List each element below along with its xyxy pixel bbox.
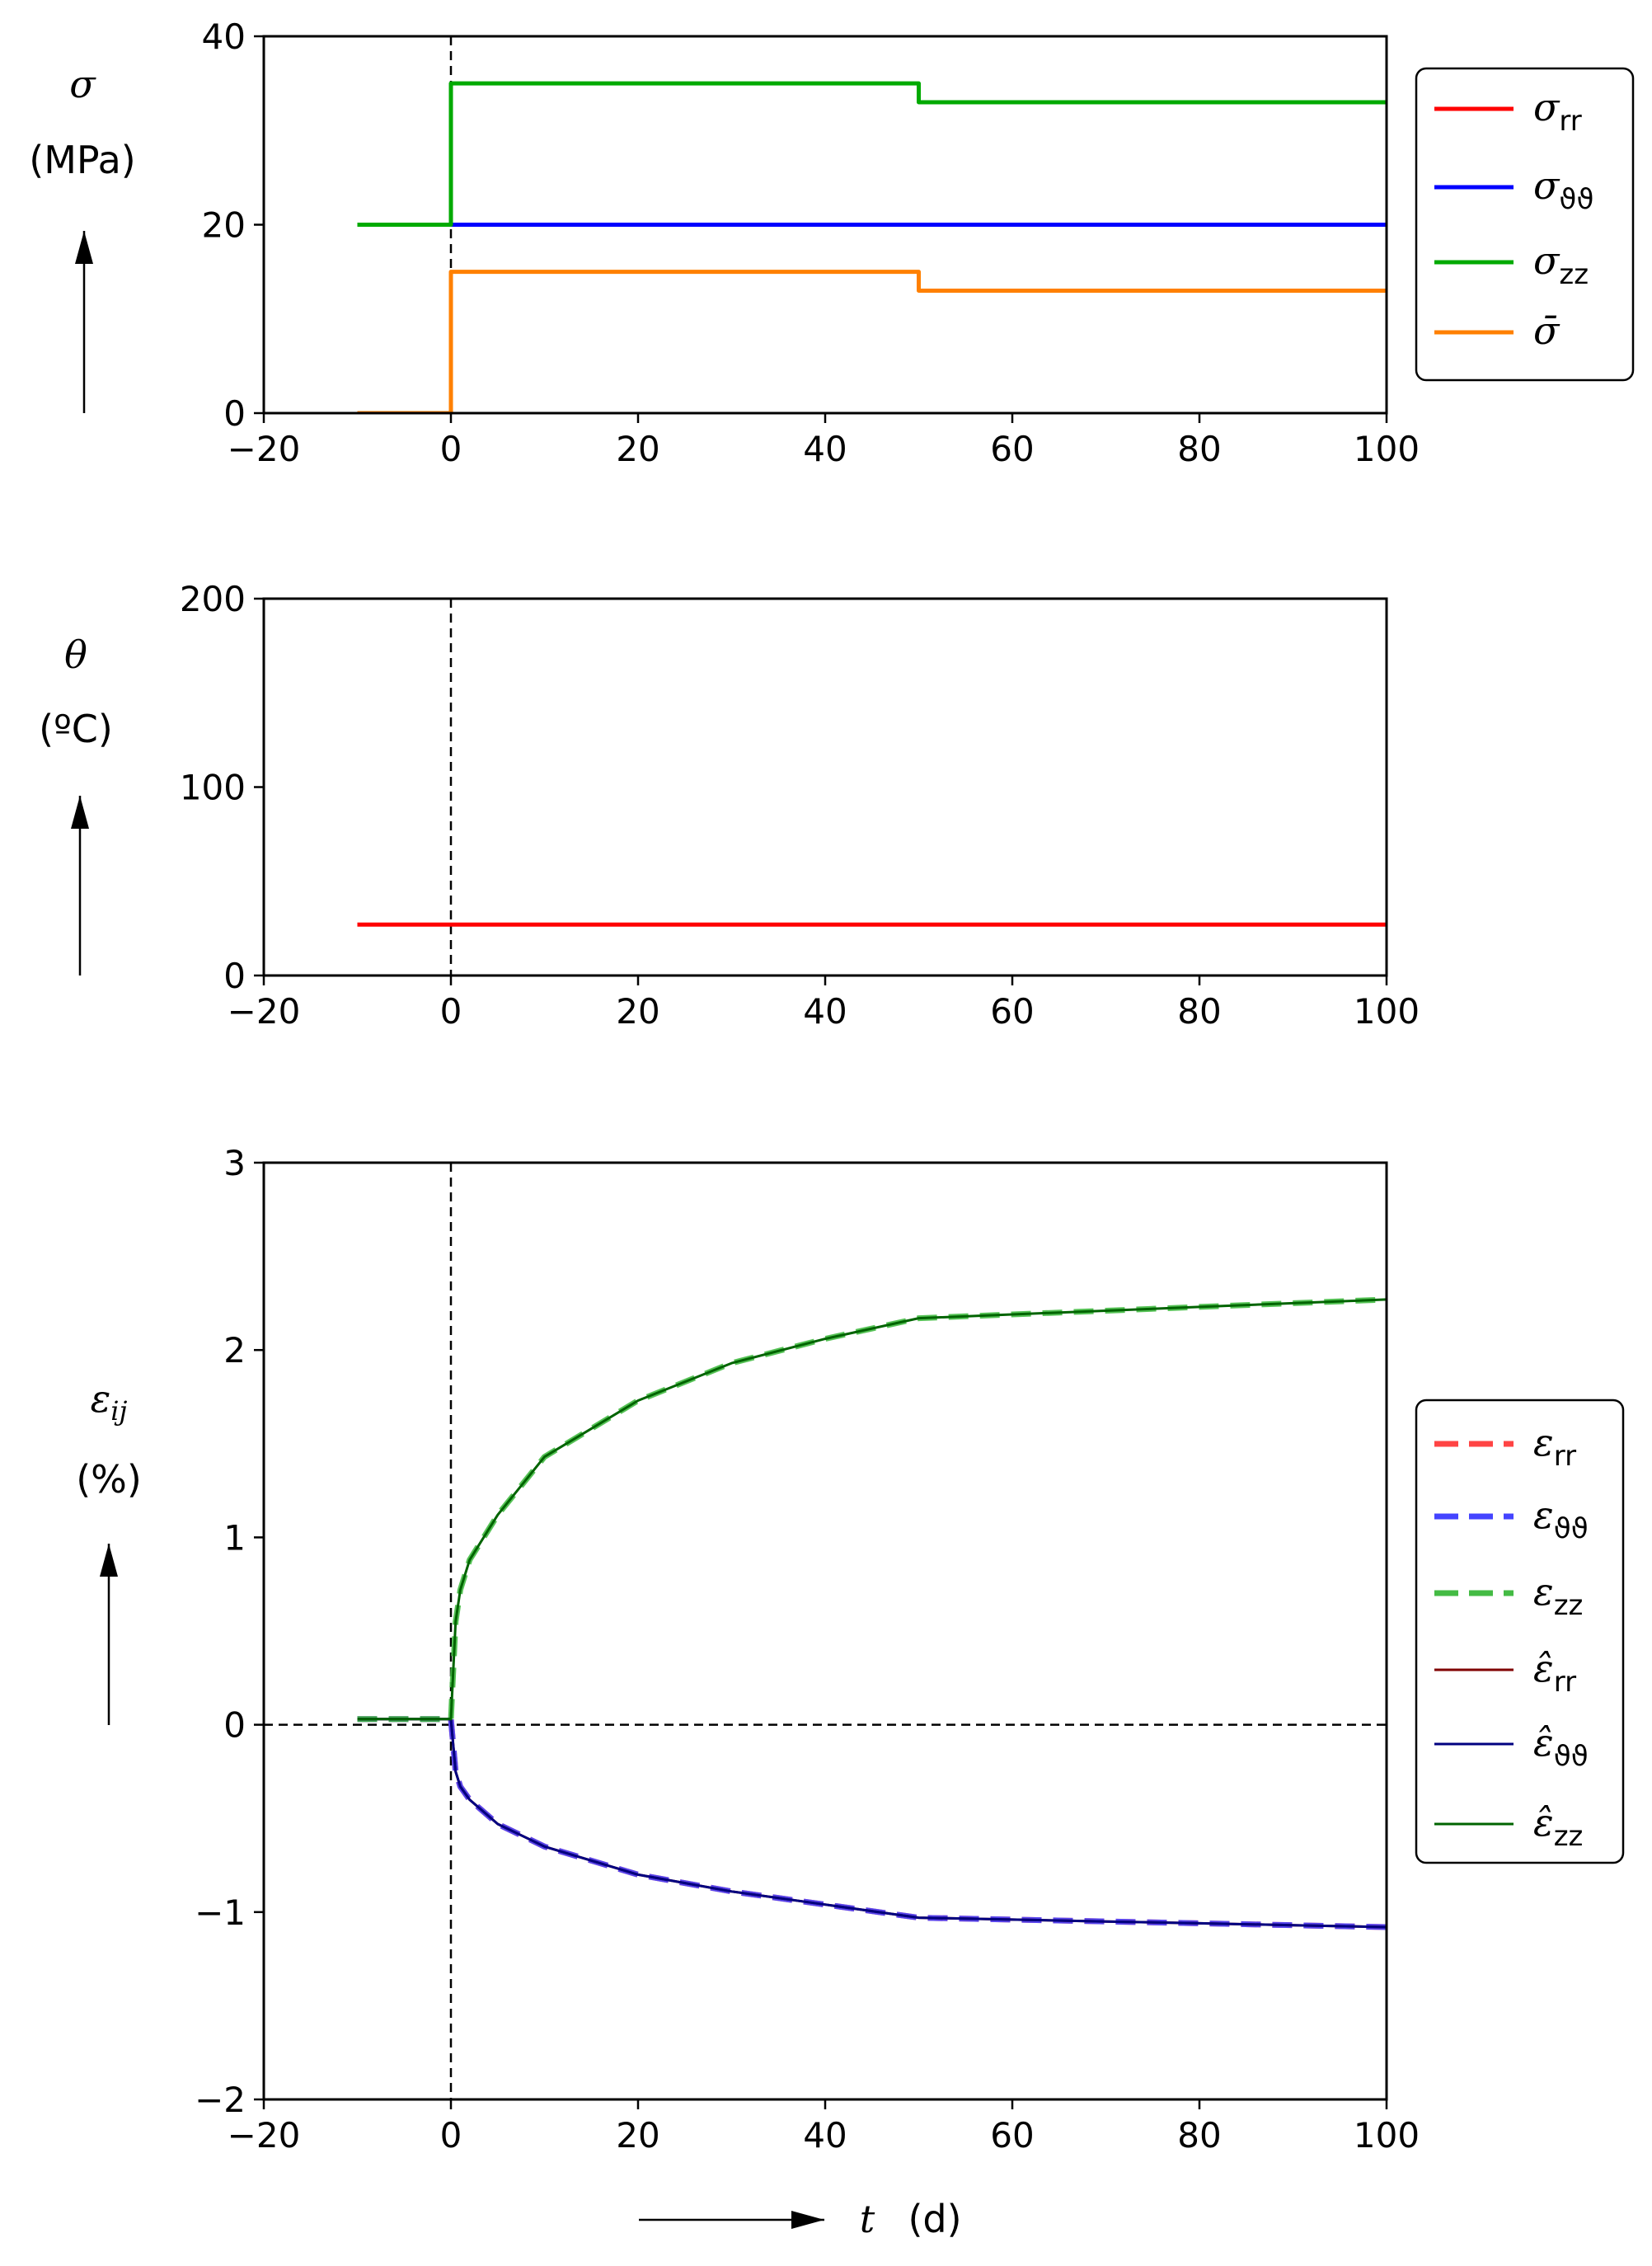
y-tick-label: 20 <box>202 205 246 246</box>
legend: σrr σϑϑ σzz σ̄ <box>1415 67 1635 382</box>
x-tick-label: 0 <box>440 991 462 1032</box>
y-axis-arrow-head <box>71 796 89 829</box>
legend-label: σzz <box>1533 238 1589 291</box>
y-tick-label: 0 <box>223 1705 246 1746</box>
legend-label: εzz <box>1533 1569 1583 1622</box>
y-tick-label: 0 <box>223 393 246 434</box>
legend-item: σrr <box>1434 85 1582 138</box>
x-tick-label: 40 <box>803 2115 847 2156</box>
y-axis-unit: (%) <box>76 1457 142 1502</box>
y-tick-label: 0 <box>223 956 246 996</box>
y-tick-label: −2 <box>195 2080 246 2120</box>
x-tick-label: 100 <box>1354 429 1420 469</box>
legend: εrr εϑϑ εzz ε̂rr ε̂ϑϑ ε̂zz <box>1415 1399 1625 1864</box>
x-tick-label: 60 <box>990 991 1034 1032</box>
legend-label: εrr <box>1533 1420 1576 1473</box>
y-tick-label: 200 <box>180 579 246 619</box>
x-tick-label: 0 <box>440 2115 462 2156</box>
y-tick-label: 100 <box>180 768 246 808</box>
series-line-2 <box>357 1716 1387 1930</box>
legend-item: ε̂ϑϑ <box>1434 1720 1589 1773</box>
legend-item: εrr <box>1434 1420 1576 1473</box>
x-tick-label: 80 <box>1177 991 1221 1032</box>
x-tick-label: 20 <box>616 2115 659 2156</box>
y-axis-arrow-head <box>75 231 93 264</box>
legend-item: εzz <box>1434 1569 1583 1622</box>
y-axis-arrow-head <box>100 1544 118 1577</box>
y-tick-label: 1 <box>223 1517 246 1558</box>
x-tick-label: −20 <box>228 429 301 469</box>
legend-label: σϑϑ <box>1533 163 1594 216</box>
x-tick-label: −20 <box>228 991 301 1032</box>
legend-item: εϑϑ <box>1434 1493 1589 1545</box>
x-tick-label: 20 <box>616 991 659 1032</box>
legend-label: σrr <box>1533 85 1582 138</box>
series-line-1 <box>357 1716 1387 1930</box>
y-axis-unit: (ºC) <box>39 707 113 751</box>
legend-label: ε̂zz <box>1533 1800 1583 1853</box>
x-tick-label: 60 <box>990 429 1034 469</box>
series-line-3 <box>357 1296 1387 1723</box>
legend-item: σzz <box>1434 238 1589 291</box>
axes-frame <box>262 1161 1388 2101</box>
legend-item: σϑϑ <box>1434 163 1594 216</box>
legend-label: σ̄ <box>1533 308 1560 353</box>
y-axis-unit: (MPa) <box>29 138 135 182</box>
x-tick-label: 100 <box>1354 2115 1420 2156</box>
series-line-6 <box>357 1298 1387 1721</box>
legend-label: ε̂ϑϑ <box>1533 1720 1589 1773</box>
y-tick-label: 3 <box>223 1143 246 1183</box>
x-tick-label: 80 <box>1177 2115 1221 2156</box>
legend-frame <box>1415 67 1635 382</box>
x-tick-label: 40 <box>803 991 847 1032</box>
x-axis-unit: (d) <box>908 2197 961 2241</box>
series-line-4 <box>357 270 1387 413</box>
x-tick-label: −20 <box>228 2115 301 2156</box>
y-axis-symbol: εij <box>91 1376 128 1427</box>
x-tick-label: 40 <box>803 429 847 469</box>
x-tick-label: 100 <box>1354 991 1420 1032</box>
x-axis-arrow-head <box>791 2211 824 2229</box>
y-tick-label: 40 <box>202 16 246 57</box>
legend-label: ε̂rr <box>1533 1646 1576 1699</box>
series-line-4 <box>357 1718 1387 1929</box>
legend-item: ε̂zz <box>1434 1800 1583 1853</box>
x-tick-label: 20 <box>616 429 659 469</box>
y-axis-symbol: σ <box>69 62 96 106</box>
y-tick-label: 2 <box>223 1330 246 1370</box>
y-tick-label: −1 <box>195 1892 246 1933</box>
legend-item: σ̄ <box>1434 308 1560 353</box>
legend-label: εϑϑ <box>1533 1493 1589 1545</box>
y-axis-symbol: θ <box>64 632 87 677</box>
series-line-5 <box>357 1718 1387 1929</box>
legend-frame <box>1415 1399 1625 1864</box>
x-tick-label: 0 <box>440 429 462 469</box>
x-tick-label: 80 <box>1177 429 1221 469</box>
axes-frame <box>262 597 1388 977</box>
x-axis-symbol: t <box>860 2197 875 2241</box>
series-line-3 <box>357 81 1387 227</box>
x-tick-label: 60 <box>990 2115 1034 2156</box>
legend-item: ε̂rr <box>1434 1646 1576 1699</box>
